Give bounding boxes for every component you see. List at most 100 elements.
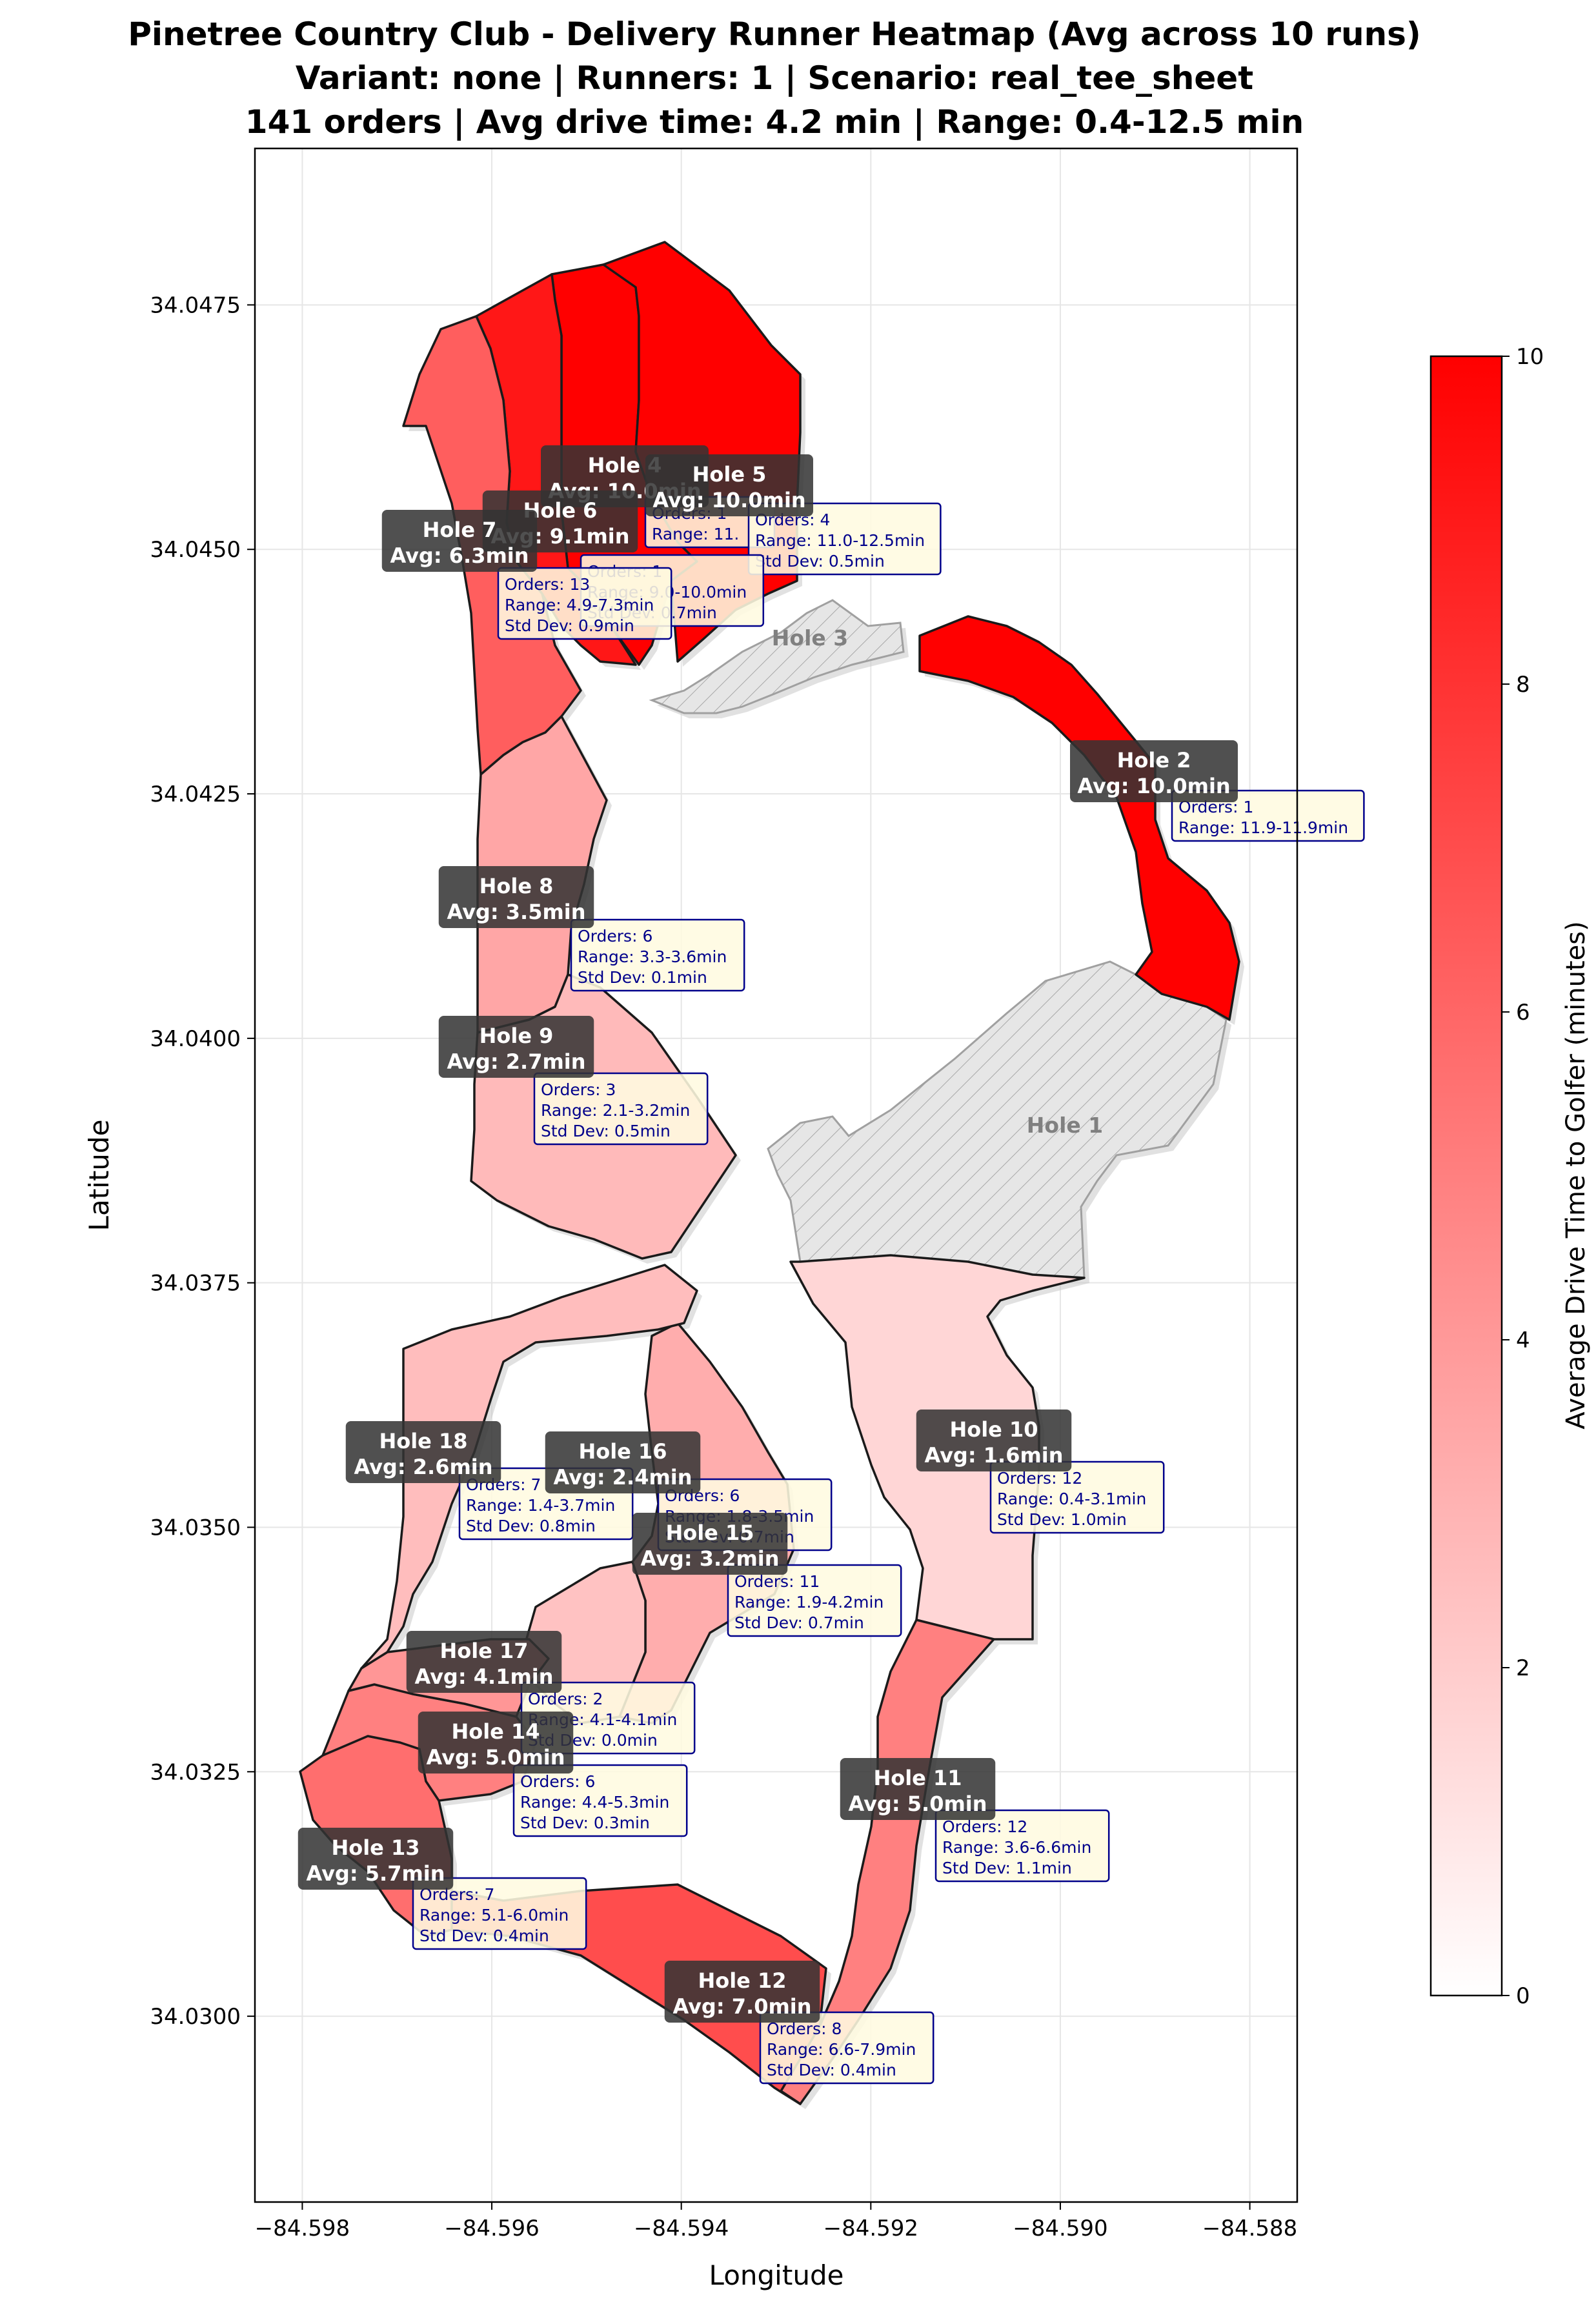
y-tick-label: 34.0425 bbox=[150, 782, 241, 807]
colorbar-tick-label: 2 bbox=[1516, 1655, 1530, 1681]
stat-line: Range: 4.9-7.3min bbox=[505, 596, 654, 614]
hole-label-avg: Avg: 10.0min bbox=[652, 488, 805, 512]
hole-1-label: Hole 1 bbox=[1027, 1113, 1103, 1138]
stat-line: Orders: 11 bbox=[734, 1572, 820, 1591]
stat-line: Range: 0.4-3.1min bbox=[997, 1490, 1146, 1508]
hole-label-name: Hole 17 bbox=[439, 1639, 528, 1663]
hole-14-stat-box: Orders: 6 Range: 4.4-5.3min Std Dev: 0.3mi… bbox=[512, 1764, 688, 1837]
hole-label-bg bbox=[381, 510, 538, 572]
hole-label-avg: Avg: 4.1min bbox=[414, 1664, 553, 1689]
hole-label-bg bbox=[545, 1431, 701, 1493]
stat-line: Range: 11.9-11.9min bbox=[1178, 818, 1348, 837]
hole-label-name: Hole 7 bbox=[423, 518, 497, 542]
colorbar bbox=[1429, 355, 1503, 1997]
stat-line: Orders: 12 bbox=[997, 1469, 1082, 1488]
stat-line: Range: 1.9-4.2min bbox=[734, 1593, 884, 1612]
stat-box-bg bbox=[759, 2011, 934, 2085]
plot-frame bbox=[254, 147, 1298, 2203]
x-tick-label: −84.592 bbox=[823, 2216, 918, 2241]
hole-10-stat-box: Orders: 12 Range: 0.4-3.1min Std Dev: 1.0m… bbox=[989, 1460, 1165, 1534]
stat-box-bg bbox=[989, 1460, 1165, 1534]
stat-line: Range: 11.0-12.5min bbox=[755, 531, 925, 550]
colorbar-tick-label: 10 bbox=[1516, 344, 1544, 370]
hole-label-name: Hole 9 bbox=[480, 1024, 554, 1048]
stat-line: Std Dev: 0.8min bbox=[466, 1517, 596, 1535]
stat-line: Std Dev: 1.1min bbox=[942, 1859, 1072, 1877]
hole-label-avg: Avg: 5.0min bbox=[426, 1745, 565, 1770]
hole-label-name: Hole 8 bbox=[480, 874, 554, 898]
hole-label-avg: Avg: 10.0min bbox=[1077, 774, 1230, 798]
x-tick-label: −84.594 bbox=[634, 2216, 729, 2241]
stat-line: Range: 1.4-3.7min bbox=[466, 1496, 615, 1515]
stat-line: Std Dev: 0.3min bbox=[520, 1814, 650, 1832]
stat-box-bg bbox=[747, 502, 942, 576]
x-tick-label: −84.590 bbox=[1013, 2216, 1107, 2241]
x-tick-label: −84.588 bbox=[1202, 2216, 1297, 2241]
hole-8-stat-box: Orders: 6 Range: 3.3-3.6min Std Dev: 0.1mi… bbox=[570, 918, 745, 992]
hole-label-avg: Avg: 7.0min bbox=[672, 1994, 811, 2019]
y-tick-label: 34.0450 bbox=[150, 537, 241, 563]
y-tick-label: 34.0325 bbox=[150, 1759, 241, 1785]
unplayed-layer: Hole 1 Hole 3 bbox=[772, 625, 1103, 1138]
y-tick-label: 34.0300 bbox=[150, 2004, 241, 2030]
hole-label-avg: Avg: 1.6min bbox=[924, 1443, 1063, 1468]
stat-line: Range: 5.1-6.0min bbox=[419, 1906, 569, 1925]
hole-label-avg: Avg: 3.2min bbox=[640, 1546, 779, 1571]
hole-label-bg bbox=[298, 1828, 454, 1890]
hole-18-polygon bbox=[360, 1264, 698, 1670]
hole-label-avg: Avg: 5.7min bbox=[306, 1861, 445, 1886]
y-tick-label: 34.0475 bbox=[150, 292, 241, 318]
stat-line: Std Dev: 0.7min bbox=[734, 1613, 864, 1632]
hole-label-bg bbox=[840, 1758, 996, 1820]
stat-box-bg bbox=[570, 918, 745, 992]
stat-line: Std Dev: 0.1min bbox=[578, 968, 707, 987]
stat-line: Orders: 6 bbox=[578, 927, 652, 945]
colorbar-ticks: 0 2 4 6 8 10 bbox=[1502, 344, 1544, 2009]
colorbar-tick-label: 8 bbox=[1516, 672, 1530, 698]
stat-line: Std Dev: 0.4min bbox=[767, 2061, 896, 2079]
stat-line: Orders: 13 bbox=[505, 575, 590, 594]
chart-title-line2: Variant: none | Runners: 1 | Scenario: r… bbox=[296, 59, 1253, 97]
x-tick-label: −84.598 bbox=[255, 2216, 350, 2241]
hole-label-avg: Avg: 2.6min bbox=[354, 1455, 492, 1479]
hole-label-name: Hole 13 bbox=[331, 1835, 419, 1860]
stat-line: Range: 6.6-7.9min bbox=[767, 2040, 916, 2059]
stat-line: Orders: 6 bbox=[520, 1772, 595, 1791]
y-tick-label: 34.0400 bbox=[150, 1026, 241, 1052]
colorbar-tick-label: 6 bbox=[1516, 1000, 1530, 1026]
stat-line: Orders: 12 bbox=[942, 1817, 1027, 1836]
hole-3-label: Hole 3 bbox=[772, 625, 848, 651]
x-tick-label: −84.596 bbox=[444, 2216, 539, 2241]
stat-box-bg bbox=[512, 1764, 688, 1837]
chart-title-line1: Pinetree Country Club - Delivery Runner … bbox=[128, 15, 1421, 53]
stat-box-bg bbox=[934, 1809, 1110, 1883]
hole-label-bg bbox=[916, 1410, 1072, 1471]
hole-label-bg bbox=[438, 1016, 594, 1078]
y-axis-label: Latitude bbox=[83, 1120, 115, 1231]
stat-line: Range: 2.1-3.2min bbox=[541, 1101, 690, 1120]
stat-line: Orders: 3 bbox=[541, 1080, 616, 1099]
hole-label-name: Hole 2 bbox=[1117, 748, 1191, 773]
y-tick-label: 34.0375 bbox=[150, 1271, 241, 1297]
hole-3-hatch bbox=[649, 599, 905, 714]
hole-label-bg bbox=[632, 1513, 788, 1575]
hole-label-bg bbox=[664, 1961, 820, 2023]
y-tick-label: 34.0350 bbox=[150, 1515, 241, 1541]
stat-line: Range: 4.4-5.3min bbox=[520, 1793, 669, 1812]
hole-1-hatch bbox=[767, 960, 1227, 1279]
stat-line: Std Dev: 0.5min bbox=[755, 552, 885, 571]
hole-11-stat-box: Orders: 12 Range: 3.6-6.6min Std Dev: 1.1m… bbox=[934, 1809, 1110, 1883]
